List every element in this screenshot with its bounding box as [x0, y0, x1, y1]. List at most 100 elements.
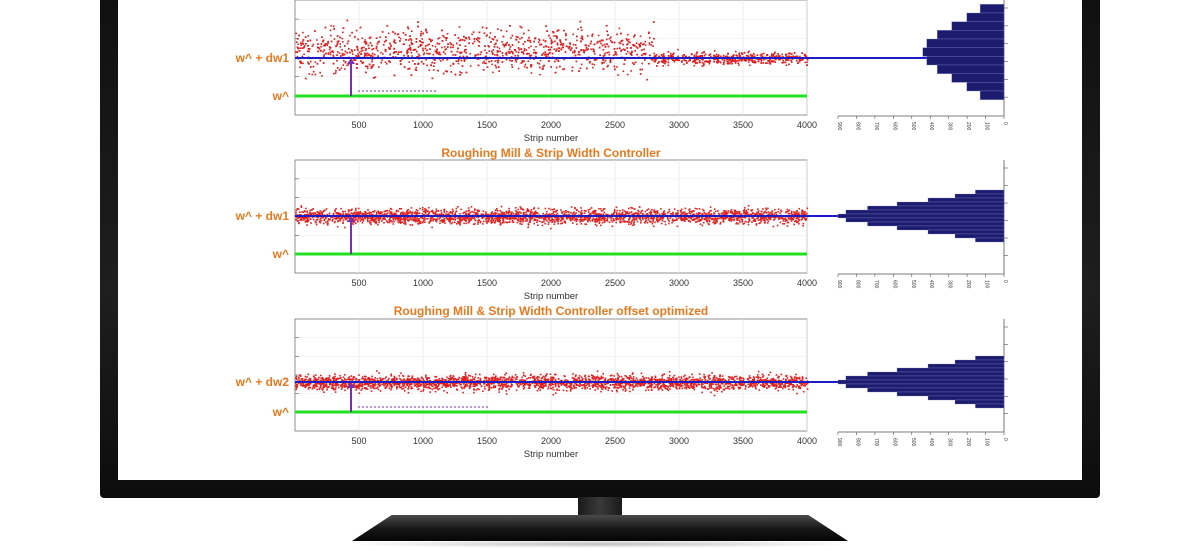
data-point — [369, 36, 372, 39]
data-point — [717, 55, 719, 58]
data-point — [318, 46, 320, 49]
data-point — [410, 51, 413, 54]
data-point — [770, 60, 773, 63]
data-point — [322, 222, 325, 225]
data-point — [600, 208, 602, 210]
data-point — [585, 44, 587, 47]
data-point — [448, 218, 451, 220]
data-point — [520, 207, 523, 210]
data-point — [672, 59, 674, 61]
data-point — [646, 222, 649, 224]
data-point — [361, 212, 363, 215]
data-point — [499, 224, 502, 226]
data-point — [473, 211, 476, 214]
histogram-tick-label: 800 — [854, 122, 860, 131]
data-point — [603, 211, 606, 214]
data-point — [723, 210, 726, 213]
data-point — [492, 49, 495, 51]
data-point — [640, 42, 642, 44]
data-point — [630, 47, 632, 49]
data-point — [331, 216, 334, 219]
data-point — [306, 210, 308, 213]
data-point — [589, 42, 592, 45]
data-point — [453, 216, 456, 218]
data-point — [753, 218, 756, 221]
data-point — [743, 222, 745, 225]
data-point — [793, 212, 796, 214]
data-point — [449, 217, 452, 220]
data-point — [576, 39, 578, 42]
data-point — [633, 212, 636, 215]
data-point — [726, 216, 728, 219]
data-point — [423, 210, 426, 212]
data-point — [725, 217, 727, 220]
data-point — [300, 218, 302, 221]
data-point — [544, 207, 547, 210]
data-point — [533, 49, 535, 51]
data-point — [396, 216, 399, 218]
data-point — [409, 46, 411, 49]
data-point — [368, 213, 371, 215]
data-point — [517, 51, 520, 54]
data-point — [686, 213, 688, 215]
data-point — [745, 214, 748, 216]
data-point — [475, 212, 478, 214]
data-point — [510, 212, 513, 215]
data-point — [499, 222, 502, 224]
data-point — [316, 211, 318, 213]
data-point — [493, 43, 496, 46]
data-point — [533, 213, 535, 215]
data-point — [445, 216, 447, 219]
data-point — [474, 54, 476, 57]
data-point — [409, 216, 412, 218]
data-point — [727, 61, 730, 63]
data-point — [420, 216, 422, 218]
data-point — [538, 38, 540, 41]
data-point — [615, 51, 617, 54]
data-point — [587, 48, 589, 50]
data-point — [767, 207, 769, 210]
data-point — [419, 220, 422, 223]
data-point — [782, 61, 785, 64]
data-point — [381, 220, 383, 222]
data-point — [745, 54, 748, 57]
data-point — [726, 60, 728, 62]
data-point — [554, 60, 556, 63]
data-point — [575, 212, 577, 214]
data-point — [766, 62, 768, 64]
data-point — [395, 211, 398, 213]
data-point — [511, 221, 514, 223]
data-point — [779, 55, 781, 57]
data-point — [377, 216, 379, 219]
data-point — [617, 74, 619, 76]
data-point — [366, 54, 368, 57]
data-point — [698, 60, 701, 62]
data-point — [801, 216, 803, 219]
data-point — [468, 221, 470, 224]
data-point — [581, 36, 584, 39]
data-point — [354, 36, 356, 38]
data-point — [491, 51, 494, 54]
data-point — [338, 69, 341, 71]
data-point — [400, 208, 403, 210]
data-point — [506, 221, 508, 224]
data-point — [385, 213, 388, 216]
data-point — [603, 219, 606, 221]
data-point — [729, 59, 731, 61]
data-point — [798, 214, 801, 216]
data-point — [635, 212, 637, 214]
data-point — [436, 42, 439, 45]
data-point — [459, 216, 461, 219]
data-point — [661, 212, 663, 215]
data-point — [505, 221, 507, 223]
data-point — [368, 220, 371, 222]
data-point — [701, 65, 704, 67]
data-point — [295, 32, 297, 35]
data-point — [601, 216, 604, 219]
data-point — [327, 224, 329, 226]
data-point — [784, 218, 787, 220]
data-point — [752, 55, 754, 58]
data-point — [296, 51, 299, 53]
data-point — [484, 55, 487, 58]
